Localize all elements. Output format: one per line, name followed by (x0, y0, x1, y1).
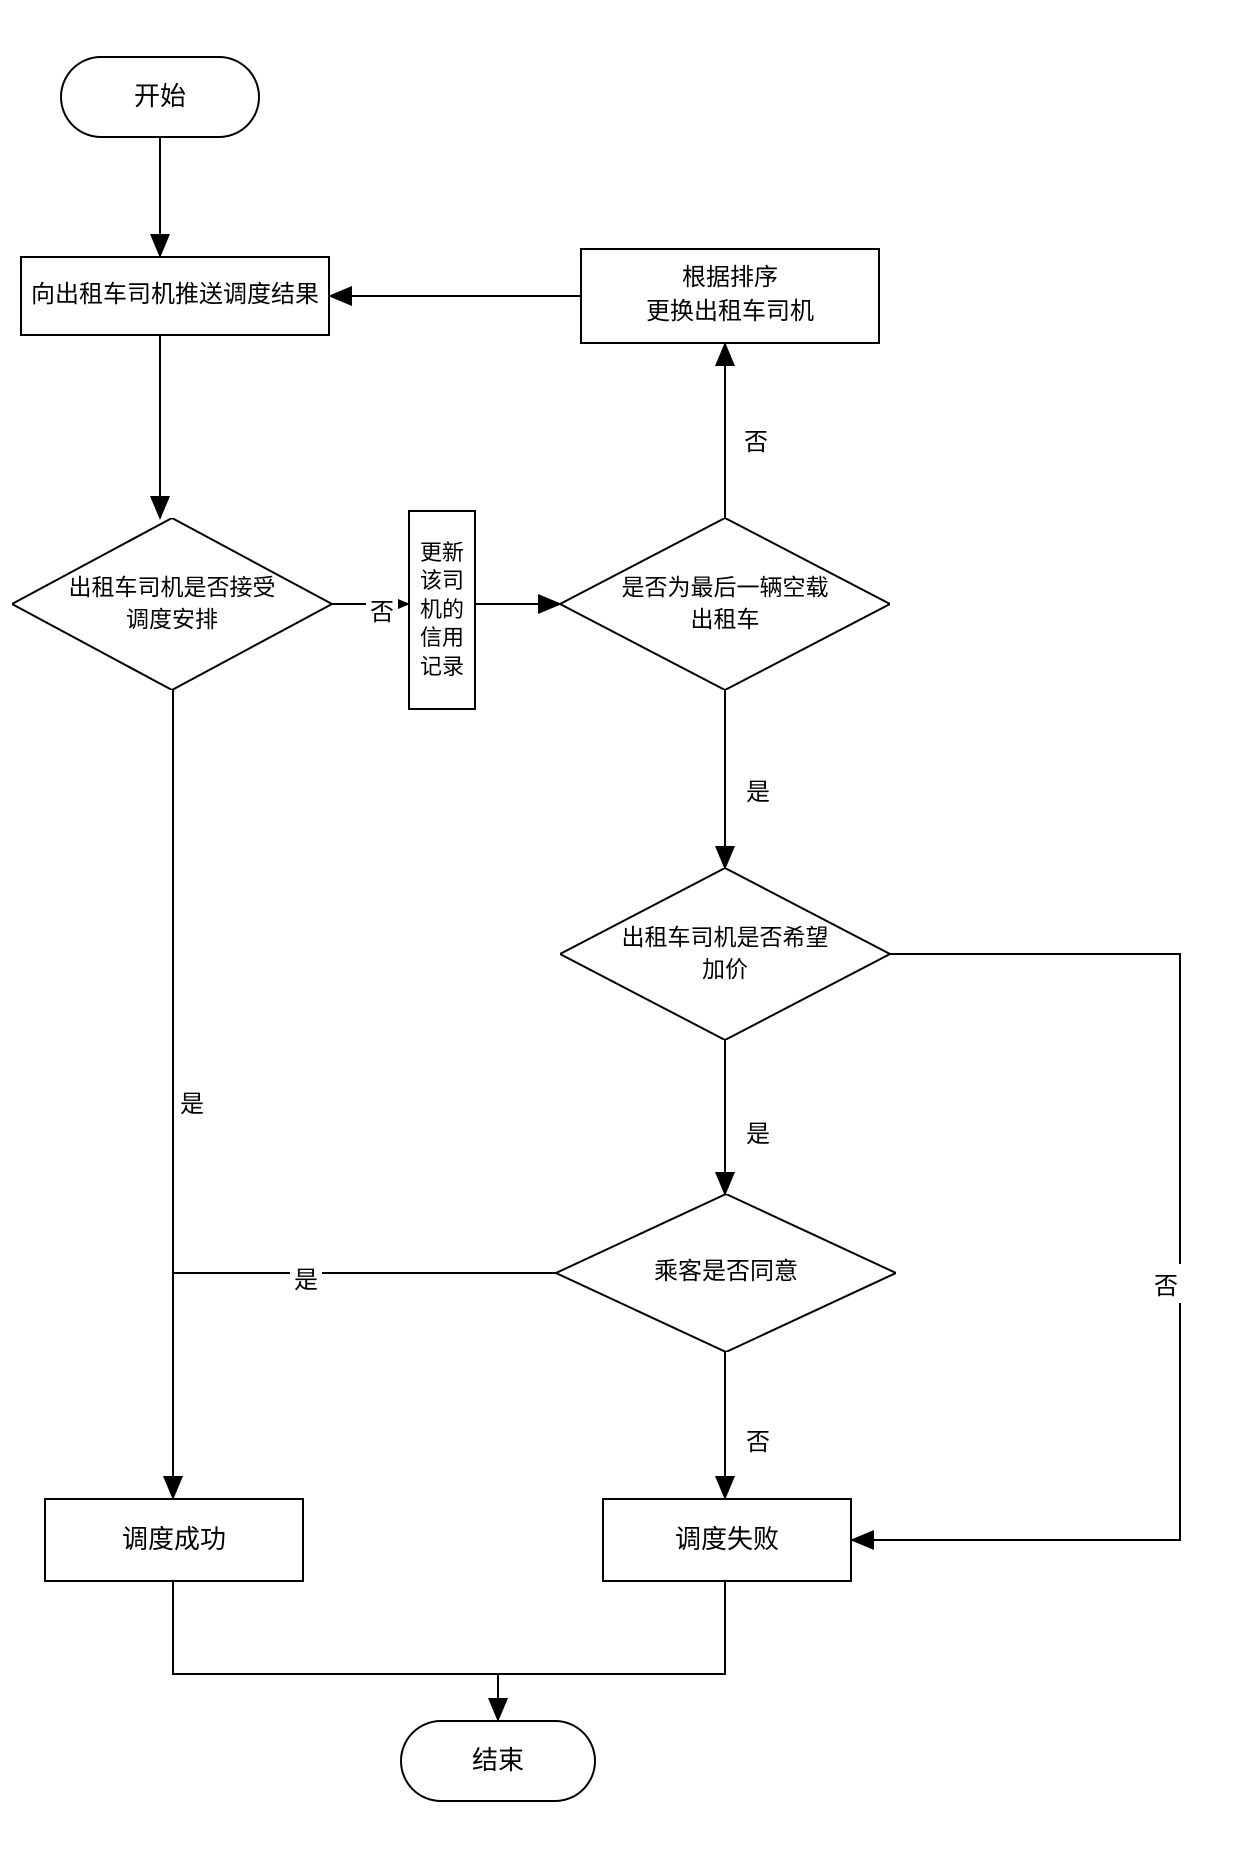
fail-label: 调度失败 (675, 1522, 779, 1558)
edge-label: 否 (740, 420, 772, 459)
passenger-agree-label: 乘客是否同意 (624, 1256, 828, 1290)
edge-label: 否 (366, 590, 398, 629)
edge-label: 否 (1150, 1264, 1182, 1303)
end-label: 结束 (472, 1743, 524, 1779)
edge-label: 是 (176, 1082, 208, 1121)
start-node: 开始 (60, 56, 260, 138)
is-last-empty-label: 是否为最后一辆空载 出租车 (592, 572, 859, 636)
change-driver-label: 根据排序 更换出租车司机 (646, 262, 814, 329)
push-result-node: 向出租车司机推送调度结果 (20, 256, 330, 336)
driver-accept-node: 出租车司机是否接受 调度安排 (12, 518, 332, 690)
update-credit-label: 更新该司机的信用记录 (418, 539, 466, 682)
update-credit-node: 更新该司机的信用记录 (408, 510, 476, 710)
flowchart-container: 开始 向出租车司机推送调度结果 根据排序 更换出租车司机 出租车司机是否接受 调… (0, 0, 1240, 1850)
passenger-agree-node: 乘客是否同意 (556, 1194, 896, 1352)
change-driver-node: 根据排序 更换出租车司机 (580, 248, 880, 344)
edge-label: 是 (290, 1258, 322, 1297)
driver-accept-label: 出租车司机是否接受 调度安排 (39, 572, 306, 636)
want-markup-node: 出租车司机是否希望 加价 (560, 868, 890, 1040)
fail-node: 调度失败 (602, 1498, 852, 1582)
edge-label: 是 (742, 770, 774, 809)
end-node: 结束 (400, 1720, 596, 1802)
success-label: 调度成功 (122, 1522, 226, 1558)
start-label: 开始 (134, 79, 186, 115)
want-markup-label: 出租车司机是否希望 加价 (592, 922, 859, 986)
push-result-label: 向出租车司机推送调度结果 (31, 279, 319, 313)
edge-label: 是 (742, 1112, 774, 1151)
success-node: 调度成功 (44, 1498, 304, 1582)
is-last-empty-node: 是否为最后一辆空载 出租车 (560, 518, 890, 690)
edge-label: 否 (742, 1420, 774, 1459)
